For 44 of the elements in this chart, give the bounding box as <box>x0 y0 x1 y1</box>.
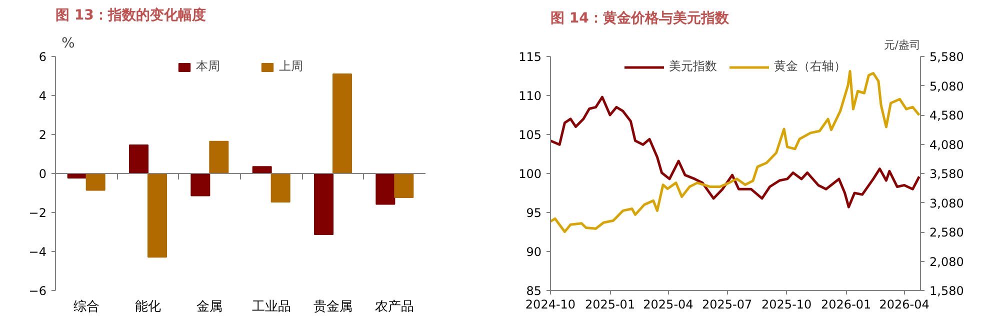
y-tick-label: 4 <box>38 89 47 103</box>
x-tick-label: 2026-04 <box>879 298 930 312</box>
y-tick-label: 110 <box>518 89 542 103</box>
legend-label: 美元指数 <box>669 58 717 75</box>
y2-tick-label: 4,080 <box>930 138 964 152</box>
y2-tick-label: 2,580 <box>930 226 964 240</box>
chart-title: 图 14：黄金价格与美元指数 <box>550 10 730 26</box>
y-tick-label: 0 <box>38 167 47 181</box>
y2-tick-label: 5,080 <box>930 79 964 94</box>
legend-label: 上周 <box>279 58 303 75</box>
y2-tick-label: 2,080 <box>930 254 964 269</box>
x-tick-label: 2024-10 <box>525 298 576 312</box>
x-tick-label: 贵金属 <box>314 300 352 314</box>
x-tick-label: 2026-01 <box>821 298 872 312</box>
x-tick-label: 综合 <box>73 300 100 314</box>
y-tick-label: 85 <box>526 284 542 298</box>
chart-title: 图 13：指数的变化幅度 <box>56 6 206 24</box>
y2-tick-label: 5,580 <box>930 50 964 64</box>
y-tick-label: 100 <box>518 167 542 181</box>
y-tick-label: −2 <box>28 206 47 220</box>
x-tick-label: 2025-10 <box>762 298 812 312</box>
x-tick-label: 2025-01 <box>584 298 636 312</box>
legend-label: 本周 <box>196 58 220 75</box>
y-tick-label: −4 <box>28 245 47 259</box>
x-tick-label: 2025-07 <box>702 298 752 312</box>
x-tick-label: 2025-04 <box>643 298 694 312</box>
y-tick-label: 2 <box>38 128 47 142</box>
y2-tick-label: 1,580 <box>930 284 964 298</box>
y-tick-label: −6 <box>28 284 47 298</box>
y2-tick-label: 4,580 <box>930 108 964 122</box>
y2-tick-label: 3,580 <box>930 167 964 181</box>
y-tick-label: 6 <box>38 50 47 64</box>
y-tick-label: 90 <box>526 245 542 259</box>
x-tick-label: 农产品 <box>375 300 414 314</box>
x-tick-label: 金属 <box>196 300 223 314</box>
y2-tick-label: 3,080 <box>930 196 964 210</box>
legend-label: 黄金（右轴） <box>774 58 846 75</box>
y-tick-label: 105 <box>518 128 542 142</box>
x-tick-label: 工业品 <box>252 300 291 314</box>
y-axis-title: % <box>62 36 75 52</box>
y-tick-label: 115 <box>518 50 542 64</box>
x-tick-label: 能化 <box>135 300 161 314</box>
y2-axis-title: 元/盎司 <box>884 38 921 52</box>
y-tick-label: 95 <box>526 206 542 220</box>
